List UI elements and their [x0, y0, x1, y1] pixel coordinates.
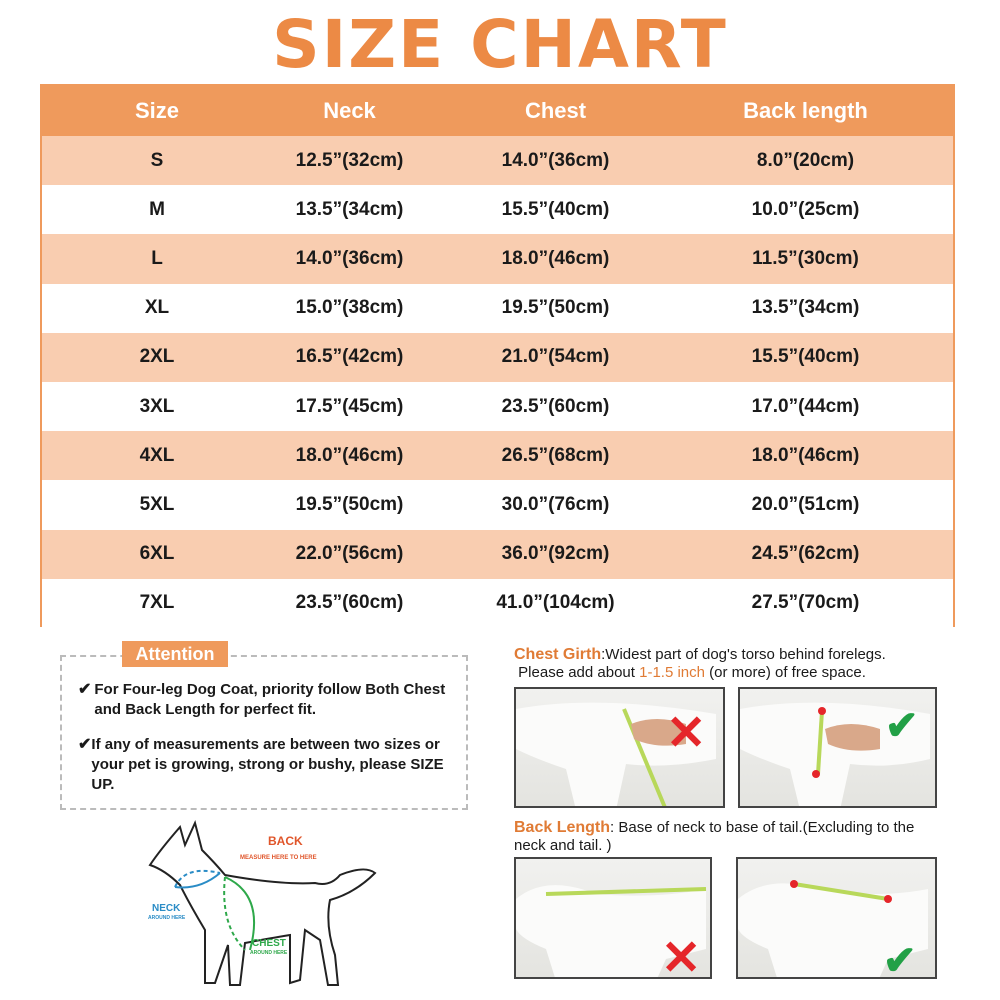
chest-wrong-photo: ✕ [514, 687, 725, 808]
check-icon: ✔ [78, 681, 92, 698]
table-row: 2XL 16.5”(42cm) 21.0”(54cm) 15.5”(40cm) [42, 332, 953, 382]
chest-correct-photo: ✔ [738, 687, 937, 808]
chest-girth-text: Please add about [518, 664, 640, 681]
chest-label: CHEST [252, 938, 286, 949]
attention-item: ✔ If any of measurements are between two … [78, 735, 458, 795]
cell-size: 2XL [139, 346, 175, 368]
cell-back-length: 24.5”(62cm) [751, 543, 860, 565]
table-row: 3XL 17.5”(45cm) 23.5”(60cm) 17.0”(44cm) [42, 381, 953, 432]
wrong-x-icon: ✕ [666, 707, 706, 760]
back-length-note: Back Length: Base of neck to base of tai… [514, 819, 944, 855]
cell-chest: 18.0”(46cm) [501, 247, 610, 269]
page-title: SIZE CHART [272, 6, 728, 83]
cell-size: L [151, 247, 163, 269]
cell-back-length: 27.5”(70cm) [751, 592, 860, 614]
cell-neck: 22.0”(56cm) [295, 543, 404, 565]
back-correct-photo: ✔ [736, 857, 937, 979]
chest-girth-text: :Widest part of dog's torso behind forel… [601, 646, 886, 663]
cell-neck: 13.5”(34cm) [295, 198, 404, 220]
chest-girth-highlight: 1-1.5 inch [639, 664, 705, 681]
size-table: Size Neck Chest Back length S 12.5”(32cm)… [40, 84, 955, 628]
cell-chest: 23.5”(60cm) [501, 395, 610, 417]
table-row: M 13.5”(34cm) 15.5”(40cm) 10.0”(25cm) [42, 185, 953, 235]
cell-neck: 19.5”(50cm) [295, 493, 404, 515]
back-label: BACK [268, 834, 303, 848]
cell-size: 3XL [139, 395, 175, 417]
wrong-x-icon: ✕ [661, 932, 701, 979]
cell-neck: 12.5”(32cm) [295, 149, 404, 171]
cell-chest: 26.5”(68cm) [501, 444, 610, 466]
neck-label: NECK [152, 903, 181, 914]
cell-neck: 15.0”(38cm) [295, 297, 404, 319]
cell-chest: 19.5”(50cm) [501, 297, 610, 319]
chest-girth-text: (or more) of free space. [704, 664, 866, 681]
cell-chest: 21.0”(54cm) [501, 346, 610, 368]
correct-check-icon: ✔ [885, 704, 919, 748]
table-row: L 14.0”(36cm) 18.0”(46cm) 11.5”(30cm) [42, 234, 953, 284]
attention-text: If any of measurements are between two s… [91, 736, 444, 793]
attention-label: Attention [122, 641, 228, 667]
cell-back-length: 11.5”(30cm) [752, 247, 859, 269]
cell-back-length: 18.0”(46cm) [751, 444, 860, 466]
cell-size: XL [144, 297, 170, 319]
neck-sublabel: AROUND HERE [148, 915, 186, 921]
table-header: Size Neck Chest Back length [42, 86, 953, 136]
cell-size: 7XL [139, 592, 175, 614]
cell-size: 5XL [139, 493, 175, 515]
chest-sublabel: AROUND HERE [250, 950, 288, 956]
back-sublabel: MEASURE HERE TO HERE [240, 855, 317, 861]
cell-back-length: 15.5”(40cm) [751, 346, 860, 368]
table-row: 4XL 18.0”(46cm) 26.5”(68cm) 18.0”(46cm) [42, 431, 953, 481]
chest-girth-note: Chest Girth:Widest part of dog's torso b… [514, 646, 954, 682]
cell-neck: 14.0”(36cm) [295, 247, 404, 269]
cell-neck: 18.0”(46cm) [295, 444, 404, 466]
header-chest: Chest [524, 98, 587, 123]
attention-text: For Four-leg Dog Coat, priority follow B… [94, 681, 446, 718]
cell-chest: 41.0”(104cm) [496, 592, 615, 614]
back-wrong-photo: ✕ [514, 857, 712, 979]
cell-neck: 23.5”(60cm) [295, 592, 404, 614]
table-row: 7XL 23.5”(60cm) 41.0”(104cm) 27.5”(70cm) [42, 578, 953, 628]
correct-check-icon: ✔ [883, 939, 917, 979]
attention-item: ✔ For Four-leg Dog Coat, priority follow … [78, 680, 458, 720]
cell-neck: 17.5”(45cm) [295, 395, 404, 417]
cell-back-length: 13.5”(34cm) [751, 297, 860, 319]
cell-back-length: 10.0”(25cm) [751, 198, 860, 220]
check-icon: ✔ [78, 736, 92, 753]
cell-size: M [149, 198, 165, 220]
cell-chest: 14.0”(36cm) [501, 149, 610, 171]
chest-girth-title: Chest Girth [514, 646, 602, 663]
header-neck: Neck [323, 98, 376, 123]
cell-chest: 30.0”(76cm) [501, 493, 610, 515]
cell-size: 4XL [139, 444, 175, 466]
table-row: 5XL 19.5”(50cm) 30.0”(76cm) 20.0”(51cm) [42, 480, 953, 530]
table-row: XL 15.0”(38cm) 19.5”(50cm) 13.5”(34cm) [42, 283, 953, 333]
attention-box [60, 655, 468, 810]
dog-diagram: BACK MEASURE HERE TO HERE NECK AROUND HE… [148, 820, 377, 986]
header-back-length: Back length [743, 98, 868, 123]
back-length-text: : Base of neck to base of tail.(Excludin… [514, 819, 915, 854]
back-length-title: Back Length [514, 819, 611, 836]
table-row: S 12.5”(32cm) 14.0”(36cm) 8.0”(20cm) [42, 136, 953, 186]
cell-back-length: 8.0”(20cm) [756, 149, 855, 171]
cell-back-length: 20.0”(51cm) [751, 493, 860, 515]
cell-chest: 36.0”(92cm) [501, 543, 610, 565]
cell-size: S [150, 149, 164, 171]
cell-neck: 16.5”(42cm) [295, 346, 404, 368]
cell-size: 6XL [139, 543, 175, 565]
table-row: 6XL 22.0”(56cm) 36.0”(92cm) 24.5”(62cm) [42, 529, 953, 579]
cell-chest: 15.5”(40cm) [501, 198, 610, 220]
cell-back-length: 17.0”(44cm) [751, 395, 860, 417]
header-size: Size [134, 98, 180, 123]
